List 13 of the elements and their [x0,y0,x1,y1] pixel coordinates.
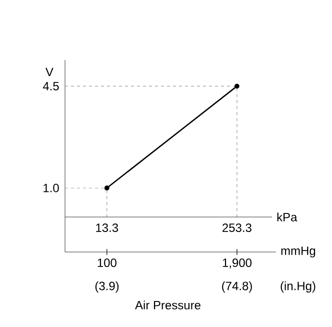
x2-axis-title: mmHg [281,246,316,258]
x-tick-label: 13.3 [96,224,118,232]
text: (3.9) [95,281,119,293]
y-tick-label: 1.0 [44,184,59,192]
y-tick-label: 4.5 [42,82,59,90]
x2-tick-label: 1,900 [222,258,252,268]
x2-tick-label: 100 [98,258,116,268]
x-tick-label: 253.3 [222,224,252,232]
text: Air Pressure [135,300,200,310]
y-axis-title: V [46,68,54,76]
text: (74.8) [222,281,252,293]
text: (in.Hg) [280,281,316,293]
x-axis-title: kPa [277,212,298,222]
